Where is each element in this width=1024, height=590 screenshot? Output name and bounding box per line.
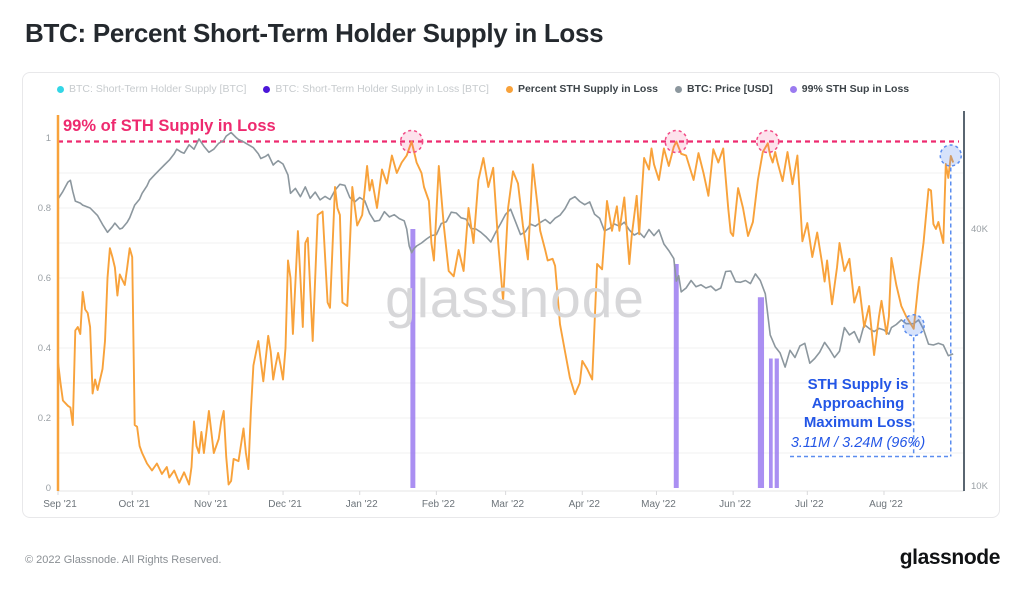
legend-item-1[interactable]: BTC: Short-Term Holder Supply in Loss [B… [263,83,489,95]
legend-dot-icon [505,85,513,93]
legend-item-3[interactable]: BTC: Price [USD] [675,83,773,95]
annotation-max-loss: STH Supply is Approaching Maximum Loss 3… [771,375,945,453]
x-tick-label: Jun '22 [719,499,751,510]
x-tick-label: Jan '22 [346,499,378,510]
highlight-circle-pink [756,129,780,154]
x-tick-label: Mar '22 [491,499,524,510]
chart-card: BTC: Short-Term Holder Supply [BTC] BTC: … [22,72,1000,518]
annotation-max-loss-line3: Maximum Loss [803,414,913,431]
legend-item-0[interactable]: BTC: Short-Term Holder Supply [BTC] [57,83,246,95]
y-left-tick-label: 0.4 [38,343,51,354]
page-title: BTC: Percent Short-Term Holder Supply in… [25,18,604,48]
x-tick-label: Feb '22 [422,499,455,510]
footer: © 2022 Glassnode. All Rights Reserved. g… [0,540,1024,580]
x-tick-label: Oct '21 [119,499,151,510]
annotation-max-loss-value: 3.11M / 3.24M (96%) [790,435,926,451]
x-tick-label: Jul '22 [795,499,824,510]
legend-item-label: Percent STH Supply in Loss [517,83,658,95]
legend-dot-icon [263,85,271,93]
y-right-tick-label: 40K [971,224,989,235]
sth-99-event-bar [410,229,416,488]
y-left-tick-label: 0.2 [38,413,51,424]
btc-price-line [57,131,954,368]
x-tick-label: May '22 [641,499,676,510]
highlight-circle-pink [664,129,688,154]
y-left-tick-label: 0 [46,483,51,494]
y-right-tick-label: 10K [971,481,989,492]
legend-item-4[interactable]: 99% STH Sup in Loss [789,83,910,95]
glassnode-logo: glassnode [899,546,1001,569]
x-tick-label: Dec '21 [268,499,302,510]
x-tick-label: Sep '21 [43,499,77,510]
highlight-circle-blue [939,144,963,167]
legend-dot-icon [789,85,797,93]
annotation-99-percent-label: 99% of STH Supply in Loss [63,117,276,135]
legend-item-label: 99% STH Sup in Loss [801,83,910,95]
annotation-max-loss-line1: STH Supply is [807,376,909,393]
highlight-circle-pink [399,129,424,154]
y-left-tick-label: 1 [46,133,51,144]
legend-item-label: BTC: Short-Term Holder Supply [BTC] [69,83,247,95]
legend-dot-icon [57,85,64,93]
legend-item-2[interactable]: Percent STH Supply in Loss [505,83,658,95]
x-tick-label: Apr '22 [569,499,601,510]
x-tick-label: Nov '21 [194,499,228,510]
highlight-circle-blue [902,314,925,337]
percent-sth-supply-in-loss-line [57,140,955,486]
x-tick-label: Aug '22 [869,499,903,510]
legend-item-label: BTC: Price [USD] [687,83,773,95]
chart-legend: BTC: Short-Term Holder Supply [BTC] BTC: … [57,83,909,95]
annotation-max-loss-line2: Approaching [811,395,905,412]
y-left-tick-label: 0.8 [38,203,51,214]
legend-dot-icon [675,85,682,93]
plot-area[interactable]: 0 0.2 0.4 0.6 0.8 1 40K 10K Sep '21 Oct '21 Nov '2… [23,73,1001,519]
copyright-text: © 2022 Glassnode. All Rights Reserved. [25,554,222,566]
sth-99-event-bar [768,358,773,488]
sth-99-event-bar [673,264,679,488]
y-left-tick-label: 0.6 [38,273,51,284]
sth-99-event-bar [757,297,765,488]
legend-item-label: BTC: Short-Term Holder Supply in Loss [B… [275,83,489,95]
sth-99-event-bar [774,358,779,488]
chart-canvas[interactable]: 0 0.2 0.4 0.6 0.8 1 40K 10K Sep '21 Oct '21 Nov '2… [23,73,1001,519]
